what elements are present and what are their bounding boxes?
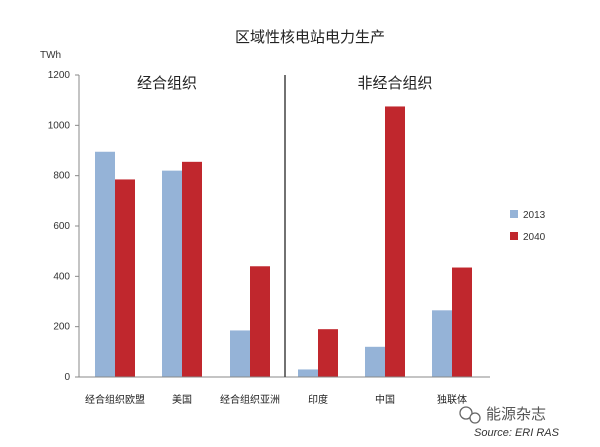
bar-2013-4 xyxy=(365,346,385,377)
legend-swatch-2013 xyxy=(510,210,518,218)
group-label-non-oecd: 非经合组织 xyxy=(357,74,432,92)
y-tick-label: 200 xyxy=(53,322,70,333)
y-tick-label: 1200 xyxy=(48,70,71,81)
bar-2040-3 xyxy=(318,329,338,377)
bar-2013-2 xyxy=(230,330,250,377)
bar-2040-1 xyxy=(182,161,202,377)
bar-2040-0 xyxy=(115,179,135,377)
bar-2013-1 xyxy=(162,170,182,377)
source-note: Source: ERI RAS xyxy=(474,427,560,439)
bars-layer xyxy=(95,106,472,377)
y-axis-ticks: 0 200 400 600 800 1000 1200 xyxy=(48,70,79,383)
x-category-label: 中国 xyxy=(375,393,395,406)
x-category-label: 经合组织亚洲 xyxy=(220,393,280,406)
wechat-bubble-icon xyxy=(459,406,481,424)
y-unit-label: TWh xyxy=(40,50,61,61)
legend-label-2013: 2013 xyxy=(523,210,546,221)
legend: 2013 2040 xyxy=(510,210,546,243)
y-tick-label: 600 xyxy=(53,221,70,232)
legend-swatch-2040 xyxy=(510,232,518,240)
y-tick-label: 0 xyxy=(64,372,70,383)
legend-label-2040: 2040 xyxy=(523,232,546,243)
bar-2040-4 xyxy=(385,106,405,377)
x-category-label: 经合组织欧盟 xyxy=(85,393,145,406)
y-tick-label: 400 xyxy=(53,271,70,282)
bar-2040-5 xyxy=(452,267,472,377)
x-category-label: 印度 xyxy=(308,393,328,406)
y-tick-label: 800 xyxy=(53,171,70,182)
watermark: 能源杂志 xyxy=(459,405,546,424)
x-category-label: 独联体 xyxy=(437,393,467,406)
chart-title: 区域性核电站电力生产 xyxy=(235,28,385,46)
y-tick-label: 1000 xyxy=(48,120,71,131)
bar-2013-5 xyxy=(432,310,452,377)
bar-2040-2 xyxy=(250,266,270,377)
x-category-label: 美国 xyxy=(172,393,192,406)
group-label-oecd: 经合组织 xyxy=(137,74,197,92)
watermark-text: 能源杂志 xyxy=(486,405,546,423)
bar-2013-0 xyxy=(95,151,115,377)
x-axis-categories: 经合组织欧盟 美国 经合组织亚洲 印度 中国 独联体 xyxy=(85,393,467,406)
bar-2013-3 xyxy=(298,369,318,377)
